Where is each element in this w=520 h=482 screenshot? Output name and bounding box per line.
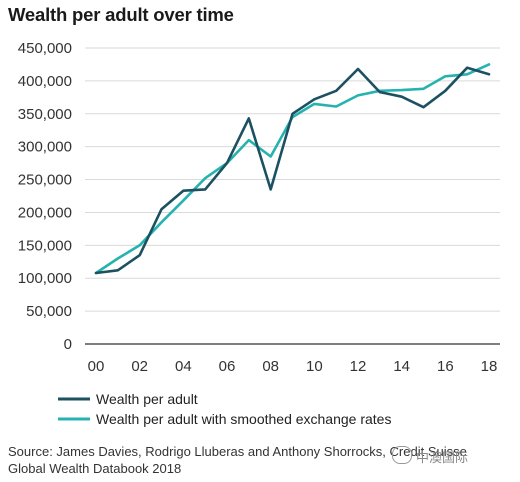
x-tick-label: 10 <box>306 358 323 375</box>
source-line-1: Source: James Davies, Rodrigo Lluberas a… <box>8 444 467 459</box>
x-tick-label: 04 <box>175 358 192 375</box>
y-tick-label: 300,000 <box>18 139 72 156</box>
x-tick-label: 12 <box>350 358 367 375</box>
x-tick-label: 02 <box>131 358 148 375</box>
legend-label-smoothed: Wealth per adult with smoothed exchange … <box>96 411 391 427</box>
y-tick-label: 400,000 <box>18 73 72 90</box>
y-tick-label: 0 <box>64 336 72 353</box>
series-line-wealth-per-adult <box>94 66 491 275</box>
x-tick-label: 08 <box>262 358 279 375</box>
y-tick-label: 250,000 <box>18 172 72 189</box>
series-lines <box>94 63 491 275</box>
series-line-smoothed-exchange-rates <box>94 63 491 275</box>
wechat-logo-icon <box>392 446 412 464</box>
line-chart: 0 50,000 100,000 150,000 200,000 250,000 300,0… <box>18 40 500 427</box>
y-tick-label: 50,000 <box>26 303 72 320</box>
chart-title: Wealth per adult over time <box>8 4 234 25</box>
source-note: Source: James Davies, Rodrigo Lluberas a… <box>8 443 513 477</box>
y-tick-label: 350,000 <box>18 106 72 123</box>
source-line-2: Global Wealth Databook 2018 <box>8 461 182 476</box>
x-tick-label: 06 <box>219 358 236 375</box>
y-tick-label: 150,000 <box>18 237 72 254</box>
x-tick-label: 16 <box>437 358 454 375</box>
watermark: 中澳国际 <box>416 450 469 465</box>
legend: Wealth per adult Wealth per adult with sm… <box>58 391 391 427</box>
x-tick-label: 14 <box>393 358 410 375</box>
x-tick-label: 18 <box>481 358 498 375</box>
legend-label-wealth: Wealth per adult <box>96 391 198 407</box>
y-axis-ticks: 0 50,000 100,000 150,000 200,000 250,000 300,0… <box>18 40 72 353</box>
y-tick-label: 100,000 <box>18 270 72 287</box>
y-tick-label: 200,000 <box>18 204 72 221</box>
grid-lines <box>85 47 500 345</box>
y-tick-label: 450,000 <box>18 40 72 57</box>
x-tick-label: 00 <box>88 358 105 375</box>
x-axis-ticks: 00 02 04 06 08 10 12 14 16 18 <box>88 358 498 375</box>
